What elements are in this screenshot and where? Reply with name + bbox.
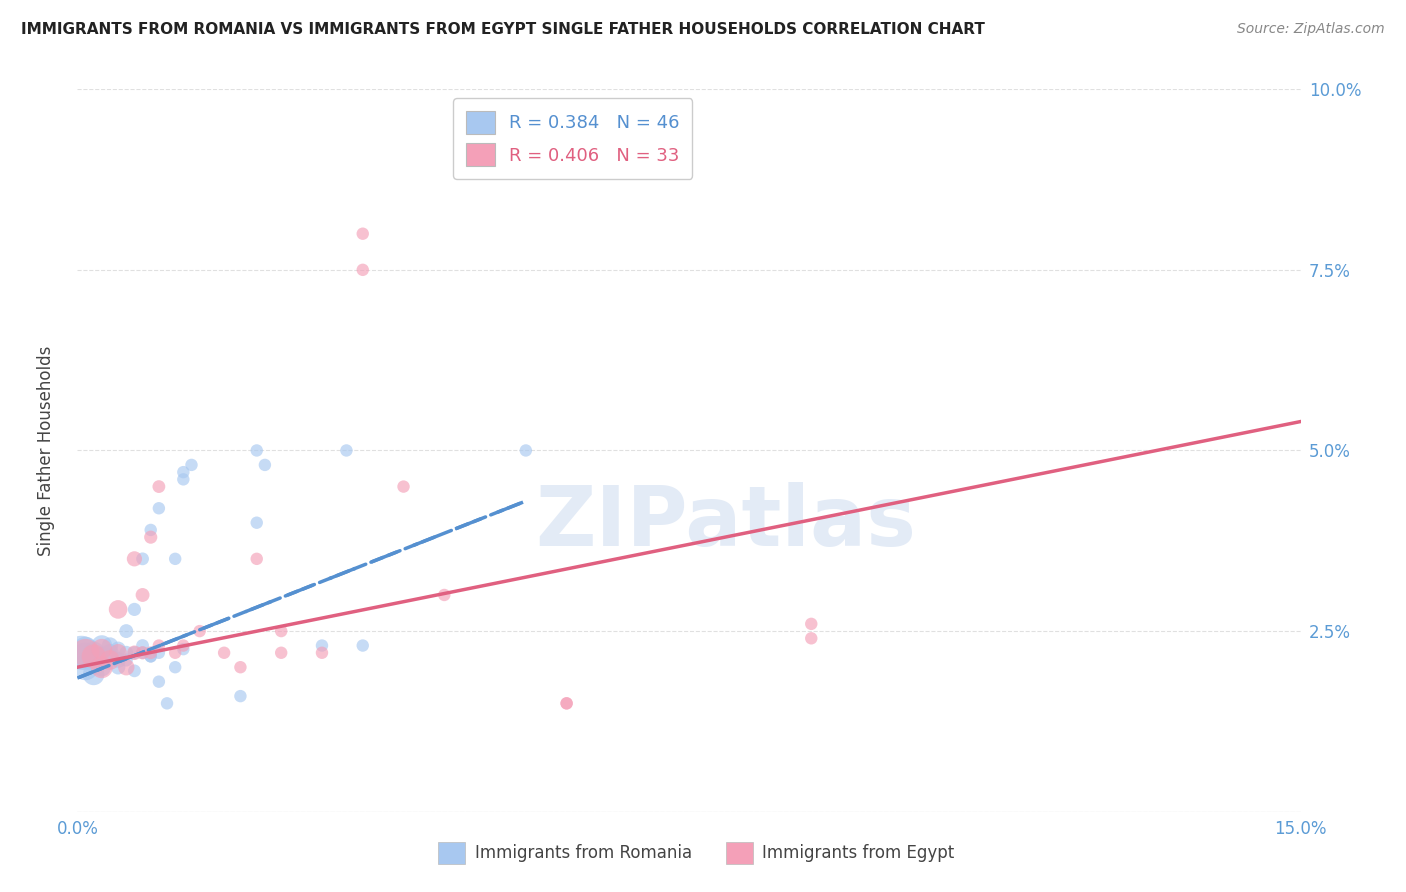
Point xyxy=(156,696,179,710)
Point xyxy=(352,263,374,277)
Point xyxy=(172,642,194,657)
Point xyxy=(75,642,97,657)
Point xyxy=(107,602,129,616)
Text: Immigrants from Romania: Immigrants from Romania xyxy=(475,844,692,862)
Point xyxy=(98,653,121,667)
Point xyxy=(139,646,162,660)
Point xyxy=(131,551,153,566)
Y-axis label: Single Father Households: Single Father Households xyxy=(37,345,55,556)
Point xyxy=(311,646,333,660)
Point xyxy=(148,674,170,689)
Point xyxy=(98,639,121,653)
Point xyxy=(90,639,112,653)
Point xyxy=(172,472,194,486)
Point xyxy=(270,646,292,660)
Point xyxy=(83,667,105,681)
Point xyxy=(253,458,276,472)
Point xyxy=(800,632,823,646)
Point xyxy=(98,649,121,664)
Point xyxy=(75,660,97,674)
Point xyxy=(311,639,333,653)
Point xyxy=(75,649,97,664)
Point xyxy=(165,660,187,674)
Point xyxy=(148,480,170,494)
Point xyxy=(515,443,537,458)
Point xyxy=(246,516,269,530)
Point xyxy=(90,660,112,674)
Legend: R = 0.384   N = 46, R = 0.406   N = 33: R = 0.384 N = 46, R = 0.406 N = 33 xyxy=(453,98,692,179)
Point xyxy=(555,696,578,710)
Point xyxy=(83,649,105,664)
Point xyxy=(229,689,252,703)
Point xyxy=(131,646,153,660)
Point xyxy=(131,588,153,602)
Point xyxy=(148,501,170,516)
Point xyxy=(75,646,97,660)
Point xyxy=(90,642,112,657)
Point xyxy=(433,588,456,602)
Point xyxy=(124,602,146,616)
Point xyxy=(90,649,112,664)
Point xyxy=(107,642,129,657)
Point xyxy=(124,551,146,566)
Point xyxy=(107,660,129,674)
Point xyxy=(352,227,374,241)
Point xyxy=(172,639,194,653)
Point xyxy=(107,653,129,667)
Point xyxy=(172,465,194,479)
Point xyxy=(98,646,121,660)
Point xyxy=(115,653,138,667)
Text: IMMIGRANTS FROM ROMANIA VS IMMIGRANTS FROM EGYPT SINGLE FATHER HOUSEHOLDS CORREL: IMMIGRANTS FROM ROMANIA VS IMMIGRANTS FR… xyxy=(21,22,986,37)
Point xyxy=(90,660,112,674)
Point xyxy=(115,660,138,674)
Point xyxy=(180,458,202,472)
Point xyxy=(124,664,146,678)
Point xyxy=(212,646,235,660)
Point xyxy=(83,646,105,660)
FancyBboxPatch shape xyxy=(725,842,752,863)
Point xyxy=(115,646,138,660)
Point xyxy=(107,646,129,660)
Point xyxy=(270,624,292,639)
Point xyxy=(555,696,578,710)
Point xyxy=(392,480,415,494)
Point xyxy=(352,639,374,653)
Point xyxy=(139,523,162,537)
Point xyxy=(131,639,153,653)
Point xyxy=(188,624,211,639)
Point xyxy=(131,646,153,660)
Point xyxy=(115,624,138,639)
Point xyxy=(124,646,146,660)
Point xyxy=(139,649,162,664)
Point xyxy=(165,646,187,660)
Point xyxy=(335,443,357,458)
Point xyxy=(800,616,823,631)
Point xyxy=(148,646,170,660)
Text: ZIPatlas: ZIPatlas xyxy=(536,483,917,563)
Text: Immigrants from Egypt: Immigrants from Egypt xyxy=(762,844,955,862)
Point xyxy=(124,646,146,660)
Point xyxy=(246,551,269,566)
Text: Source: ZipAtlas.com: Source: ZipAtlas.com xyxy=(1237,22,1385,37)
Point xyxy=(83,653,105,667)
Point xyxy=(246,443,269,458)
Point xyxy=(229,660,252,674)
FancyBboxPatch shape xyxy=(439,842,465,863)
Point xyxy=(70,646,93,660)
Point xyxy=(139,530,162,544)
Point xyxy=(165,551,187,566)
Point xyxy=(139,649,162,664)
Point xyxy=(148,639,170,653)
